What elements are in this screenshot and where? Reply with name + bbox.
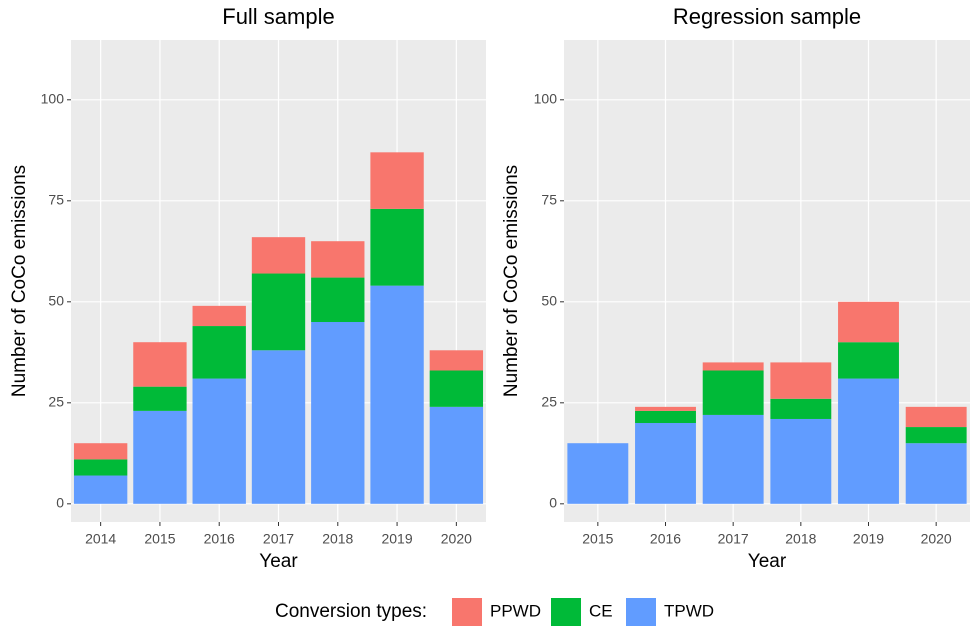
y-tick-label: 50 xyxy=(541,293,557,309)
bar-segment xyxy=(370,208,424,286)
y-tick-label: 50 xyxy=(48,293,64,309)
bar-segment xyxy=(429,406,484,504)
legend-swatch xyxy=(452,598,482,626)
x-tick-label: 2020 xyxy=(441,531,472,547)
x-tick-label: 2019 xyxy=(381,531,412,547)
bar-segment xyxy=(702,362,764,371)
panel-background xyxy=(564,40,970,522)
bar-segment xyxy=(133,386,187,411)
y-tick-label: 100 xyxy=(41,90,65,106)
bar-segment xyxy=(192,305,246,327)
x-tick-label: 2015 xyxy=(582,531,613,547)
x-tick-label: 2018 xyxy=(322,531,353,547)
legend-swatch xyxy=(626,598,656,626)
x-tick-label: 2017 xyxy=(263,531,294,547)
bar-segment xyxy=(73,443,128,460)
y-tick-label: 0 xyxy=(549,495,557,511)
legend-label: CE xyxy=(589,601,613,620)
bar-segment xyxy=(251,273,306,351)
bar-segment xyxy=(635,410,696,424)
chart-title: Full sample xyxy=(222,4,334,29)
x-tick-label: 2016 xyxy=(650,531,681,547)
bar-segment xyxy=(429,370,484,407)
bar-segment xyxy=(133,410,187,504)
y-tick-label: 100 xyxy=(534,90,558,106)
x-tick-label: 2014 xyxy=(85,531,116,547)
bar-segment xyxy=(133,342,187,387)
x-tick-label: 2015 xyxy=(144,531,175,547)
bar-segment xyxy=(311,277,365,323)
x-tick-label: 2017 xyxy=(718,531,749,547)
bar-segment xyxy=(311,241,365,278)
legend-label: PPWD xyxy=(490,601,541,620)
bar-segment xyxy=(905,427,967,444)
y-tick-label: 25 xyxy=(48,394,64,410)
bar-segment xyxy=(702,370,764,415)
bar-segment xyxy=(905,443,967,504)
bar-segment xyxy=(770,398,832,419)
y-axis-label: Number of CoCo emissions xyxy=(9,165,30,397)
y-tick-label: 0 xyxy=(56,495,64,511)
x-tick-label: 2019 xyxy=(853,531,884,547)
bar-segment xyxy=(838,342,899,379)
x-tick-label: 2020 xyxy=(921,531,952,547)
bar-segment xyxy=(567,443,629,504)
bar-segment xyxy=(429,350,484,371)
bar-segment xyxy=(770,362,832,399)
legend-label: TPWD xyxy=(664,601,714,620)
bar-segment xyxy=(702,414,764,504)
bar-segment xyxy=(838,301,899,343)
x-tick-label: 2018 xyxy=(785,531,816,547)
bar-segment xyxy=(251,237,306,274)
y-tick-label: 75 xyxy=(48,192,64,208)
y-tick-label: 75 xyxy=(541,192,557,208)
bar-segment xyxy=(370,152,424,209)
legend-title: Conversion types: xyxy=(275,601,427,622)
x-axis-label: Year xyxy=(259,551,298,572)
bar-segment xyxy=(905,406,967,428)
y-axis-label: Number of CoCo emissions xyxy=(501,165,522,397)
bar-segment xyxy=(770,418,832,504)
bar-segment xyxy=(192,326,246,379)
x-axis-label: Year xyxy=(748,551,787,572)
y-tick-label: 25 xyxy=(541,394,557,410)
bar-segment xyxy=(73,475,128,504)
bar-segment xyxy=(635,423,696,504)
bar-segment xyxy=(370,285,424,504)
bar-segment xyxy=(311,322,365,504)
bar-segment xyxy=(635,406,696,411)
chart-title: Regression sample xyxy=(673,4,861,29)
bar-segment xyxy=(251,350,306,504)
bar-segment xyxy=(838,378,899,504)
legend-swatch xyxy=(551,598,581,626)
bar-segment xyxy=(73,459,128,476)
bar-segment xyxy=(192,378,246,504)
x-tick-label: 2016 xyxy=(204,531,235,547)
